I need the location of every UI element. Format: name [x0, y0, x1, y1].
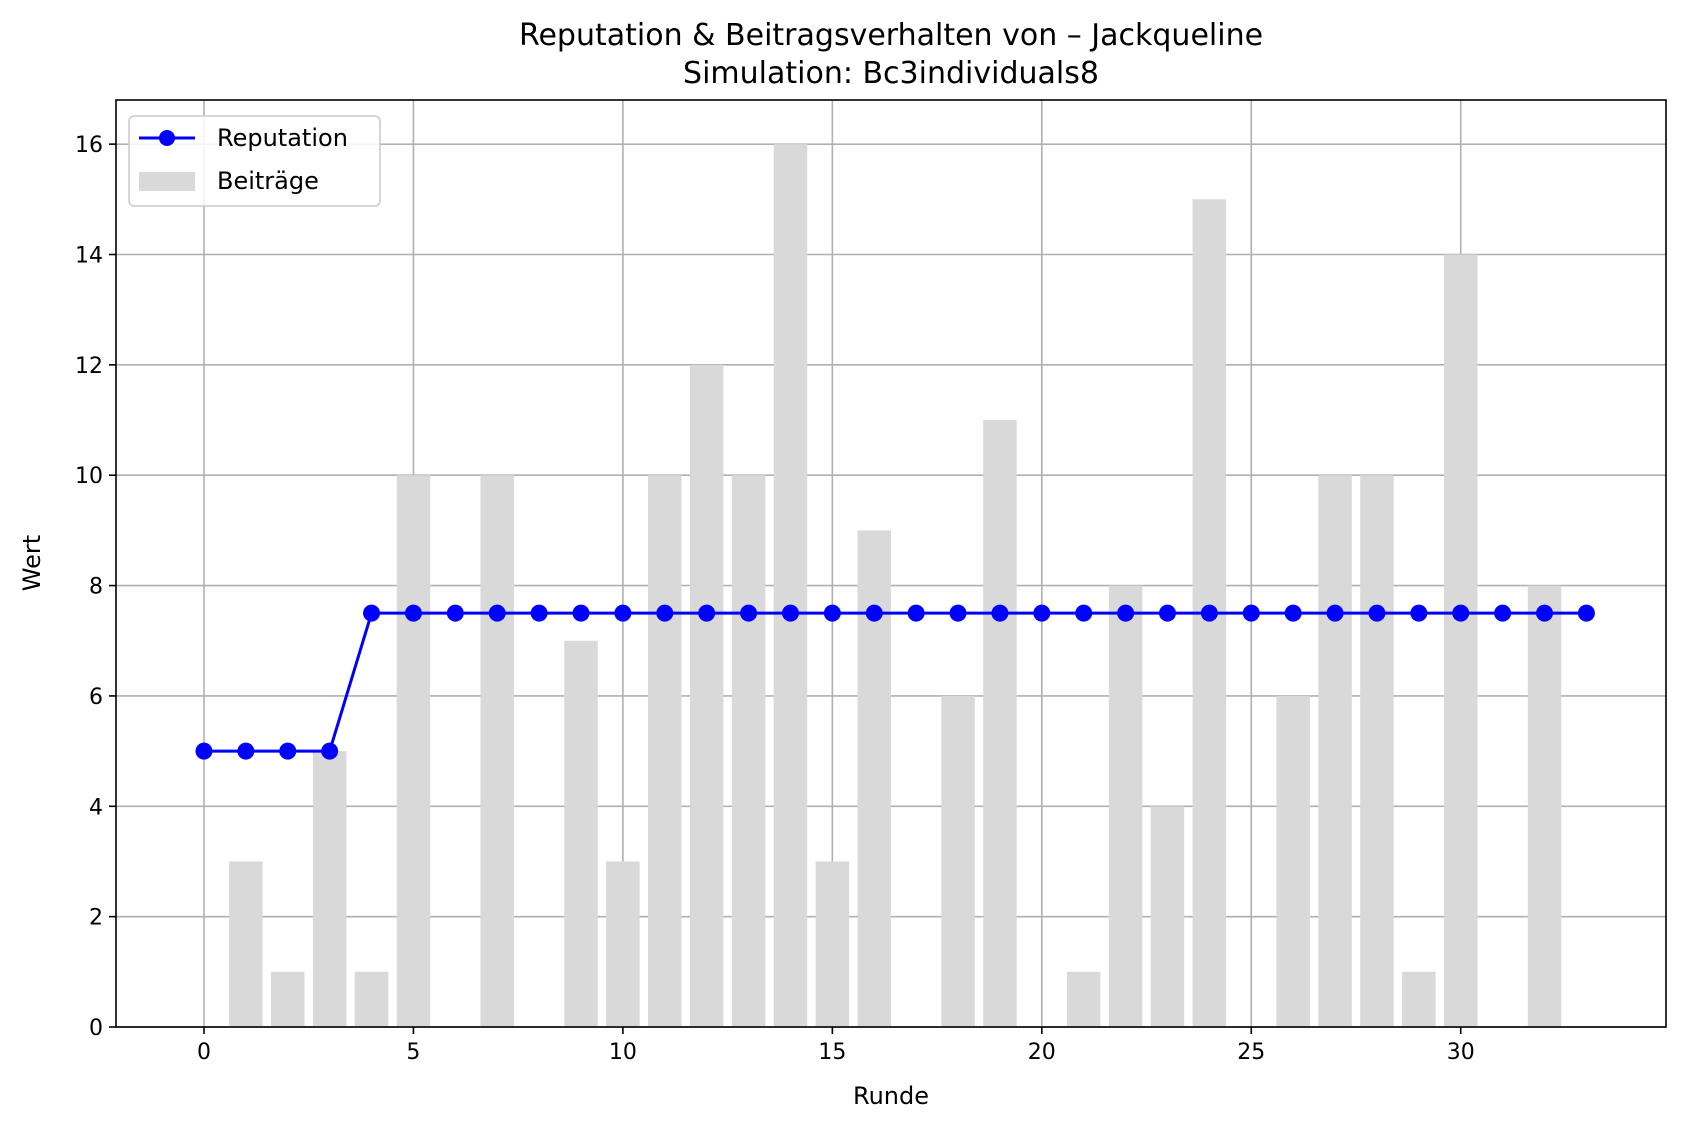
beitrag-bar — [1360, 475, 1394, 1027]
reputation-point — [1284, 604, 1302, 622]
beitrag-bar — [1066, 971, 1101, 1027]
beitrag-bar — [480, 475, 514, 1027]
y-tick-label: 0 — [89, 1016, 103, 1041]
beitrag-bar — [983, 420, 1017, 1027]
reputation-point — [1117, 604, 1135, 622]
reputation-point — [237, 742, 255, 760]
x-tick-label: 0 — [197, 1040, 211, 1065]
beitrag-bar — [1402, 971, 1436, 1027]
y-tick-label: 12 — [75, 354, 103, 379]
beitrag-bar — [312, 751, 347, 1027]
reputation-point — [1494, 604, 1512, 622]
beitrag-bar — [229, 861, 263, 1027]
plot-frame — [115, 99, 1667, 1028]
y-tick-label: 10 — [75, 464, 103, 489]
beitrag-bar — [354, 971, 389, 1027]
legend-beitraege-label: Beiträge — [217, 167, 319, 195]
beitrag-bar — [564, 640, 598, 1027]
beitrag-bar — [606, 861, 640, 1027]
grid — [116, 100, 1666, 1028]
reputation-point — [991, 604, 1009, 622]
reputation-point — [740, 604, 758, 622]
reputation-line — [195, 604, 1595, 760]
legend-reputation-label: Reputation — [217, 124, 348, 152]
x-axis-ticks: 0 5 10 15 20 25 30 — [197, 1027, 1475, 1065]
y-axis-ticks: 0 2 4 6 8 10 12 14 16 — [75, 133, 116, 1041]
beitrag-bar — [689, 364, 724, 1027]
reputation-point — [698, 604, 716, 622]
reputation-point — [1075, 604, 1093, 622]
y-axis-label: Wert — [18, 535, 46, 591]
reputation-point — [614, 604, 632, 622]
reputation-point — [1452, 604, 1470, 622]
reputation-point — [1536, 604, 1554, 622]
reputation-point — [404, 604, 422, 622]
x-tick-label: 25 — [1237, 1040, 1265, 1065]
chart-subtitle: Simulation: Bc3individuals8 — [683, 56, 1099, 91]
reputation-point — [907, 604, 925, 622]
y-tick-label: 14 — [75, 244, 103, 269]
beitrag-bar — [731, 475, 766, 1027]
reputation-polyline — [203, 611, 1587, 753]
beitrag-bar — [1443, 254, 1478, 1027]
beitrag-bar — [396, 475, 431, 1027]
reputation-point — [1242, 604, 1260, 622]
beitrag-bar — [1318, 475, 1352, 1027]
reputation-point — [1200, 604, 1218, 622]
reputation-point — [1033, 604, 1051, 622]
beitrag-bar — [1108, 585, 1143, 1027]
x-axis-label: Runde — [853, 1082, 929, 1110]
beitrag-bar — [773, 144, 808, 1028]
reputation-point — [572, 604, 590, 622]
reputation-point — [446, 604, 464, 622]
beitrag-bar — [1276, 695, 1310, 1027]
y-tick-label: 2 — [89, 906, 103, 931]
reputation-point — [1410, 604, 1428, 622]
x-tick-label: 10 — [609, 1040, 637, 1065]
x-tick-label: 30 — [1447, 1040, 1475, 1065]
legend: Reputation Beiträge — [128, 115, 381, 207]
reputation-point — [781, 604, 799, 622]
beitrag-bar — [941, 695, 975, 1027]
beitrag-bar — [648, 475, 682, 1027]
reputation-point — [1368, 604, 1386, 622]
y-tick-label: 4 — [89, 795, 103, 820]
reputation-point — [488, 604, 506, 622]
reputation-point — [321, 742, 339, 760]
x-tick-label: 5 — [406, 1040, 420, 1065]
reputation-point — [363, 604, 381, 622]
chart-title: Reputation & Beitragsverhalten von – Jac… — [519, 18, 1263, 53]
reputation-point — [530, 604, 548, 622]
y-tick-label: 6 — [89, 685, 103, 710]
reputation-point — [1577, 604, 1595, 622]
reputation-point — [279, 742, 297, 760]
beitrag-bar — [271, 971, 305, 1027]
reputation-point — [865, 604, 883, 622]
beitrag-bar — [815, 861, 850, 1027]
x-tick-label: 20 — [1028, 1040, 1056, 1065]
reputation-point — [1326, 604, 1344, 622]
legend-beitraege-swatch — [139, 172, 195, 191]
reputation-point — [823, 604, 841, 622]
reputation-point — [656, 604, 674, 622]
legend-reputation-marker-swatch — [159, 130, 175, 146]
reputation-point — [195, 742, 213, 760]
reputation-point — [949, 604, 967, 622]
reputation-point — [1158, 604, 1176, 622]
y-tick-label: 16 — [75, 133, 103, 158]
beitrag-bar — [1527, 585, 1562, 1027]
x-tick-label: 15 — [818, 1040, 846, 1065]
y-tick-label: 8 — [89, 575, 103, 600]
beitrag-bar — [1150, 806, 1185, 1027]
